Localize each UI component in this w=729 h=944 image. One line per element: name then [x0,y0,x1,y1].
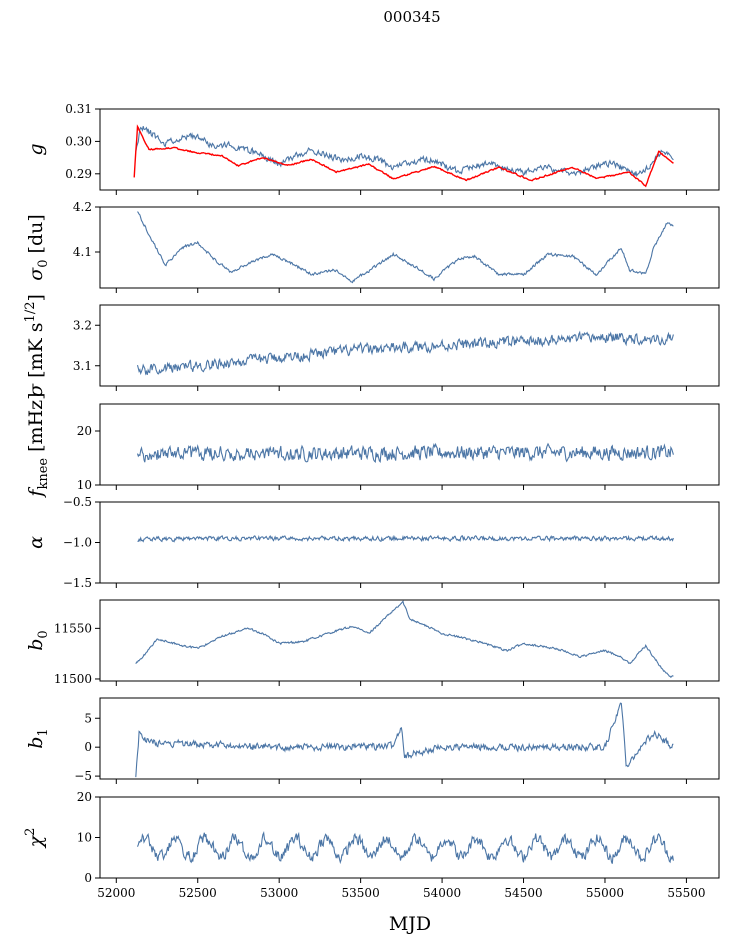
ytick-label-sigma0-1: 4.2 [73,200,92,214]
x-axis-label: MJD [389,913,431,935]
ytick-label-b1-0: −5 [74,769,92,783]
ytick-label-alpha-0: −1.5 [63,576,92,590]
series-alpha [137,534,674,543]
ytick-label-fknee-1: 20 [77,424,92,438]
panel-sigma: 3.1 3.2 σ [mK s1/2] [23,294,720,397]
series-b1 [135,702,674,778]
ytick-label-sigma-1: 3.2 [73,318,92,332]
series-sigma0 [137,211,674,284]
xtick-label-5: 54500 [504,886,542,900]
ylabel-symbol-fknee: f [25,487,47,499]
panel-alpha: −1.5 −1.0 −0.5 α [25,495,720,590]
ytick-label-fknee-0: 10 [77,478,92,492]
ylabel-unit-sigma0: [du] [25,214,47,259]
ylabel-symbol-b1: b [25,737,47,749]
y-axis-label-b1: b1 [25,728,51,748]
ytick-label-chi2-0: 0 [84,871,92,885]
ytick-label-b1-1: 0 [84,740,92,754]
series-fknee [136,442,674,464]
ylabel-unit-sigma: [mK s [25,322,47,383]
series-model [133,124,674,188]
ylabel-subscript-fknee: knee [36,458,51,490]
xtick-label-6: 55000 [586,886,624,900]
y-axis-label-fknee: fknee [mHz] [25,392,51,498]
ylabel-subscript-b0: 0 [36,630,51,638]
y-axis-label-sigma0: σ0 [du] [25,214,51,281]
ylabel-symbol-sigma: σ [25,383,47,397]
series-sigma [136,330,674,376]
ylabel-symbol-chi2: χ [25,834,47,849]
panel-sigma0: 4.1 4.2 σ0 [du] [25,200,720,293]
ytick-label-chi2-2: 20 [77,790,92,804]
ytick-label-g-0: 0.29 [65,167,92,181]
panel-chi2: 0 10 20 52000 52500 53000 53500 54000 54500 55000… [23,790,720,900]
ylabel-sup-text-chi2: 2 [23,828,38,836]
ytick-label-chi2-1: 10 [77,831,92,845]
ylabel-symbol-alpha: α [25,536,47,549]
chart-title: 000345 [383,8,440,26]
xtick-label-3: 53500 [342,886,380,900]
xtick-label-4: 54000 [423,886,461,900]
xtick-label-7: 55500 [667,886,705,900]
series-g [135,126,674,178]
ytick-label-sigma0-0: 4.1 [73,245,92,259]
axes-frame-fknee [99,403,720,486]
axes-frame-sigma0 [99,206,720,289]
y-axis-label-b0: b0 [25,630,51,650]
panel-fknee: 10 20 fknee [mHz] [25,392,720,499]
axes-frame-sigma [99,304,720,387]
ylabel-symbol-g: g [25,143,47,155]
ytick-label-alpha-1: −1.0 [63,536,92,550]
y-axis-label-chi2: χ2 [23,828,47,850]
y-axis-label-alpha: α [25,536,47,549]
ylabel-symbol-b0: b [25,639,47,651]
ylabel-symbol-sigma0: σ [25,267,47,281]
series-chi2 [136,830,674,865]
xtick-label-0: 52000 [97,886,135,900]
ytick-label-b0-0: 11500 [54,672,92,686]
panel-b1: −5 0 5 b1 [25,697,720,784]
axes-frame-alpha [99,501,720,584]
axes-frame-g [99,108,720,191]
axes-frame-b0 [99,599,720,682]
xtick-label-2: 53000 [260,886,298,900]
ylabel-unit-fknee: [mHz] [25,392,47,457]
axes-frame-b1 [99,697,720,780]
ylabel-subscript-b1: 1 [36,728,51,736]
y-axis-label-sigma: σ [mK s1/2] [23,294,47,397]
series-b0 [135,600,674,679]
ytick-label-b0-1: 11550 [54,621,92,635]
ytick-label-b1-2: 5 [84,711,92,725]
ylabel-subscript-sigma0: 0 [36,260,51,268]
ytick-label-sigma-0: 3.1 [73,359,92,373]
ytick-label-g-1: 0.30 [65,134,92,148]
xtick-label-1: 52500 [179,886,217,900]
panel-g: 0.29 0.30 0.31 g [25,102,720,195]
ylabel-sup-text-sigma: 1/2 [23,302,38,323]
y-axis-label-g: g [25,143,47,155]
axes-frame-chi2 [99,796,720,879]
ylabel-close-sigma: ] [25,294,47,301]
ytick-label-alpha-2: −0.5 [63,495,92,509]
ytick-label-g-2: 0.31 [65,102,92,116]
